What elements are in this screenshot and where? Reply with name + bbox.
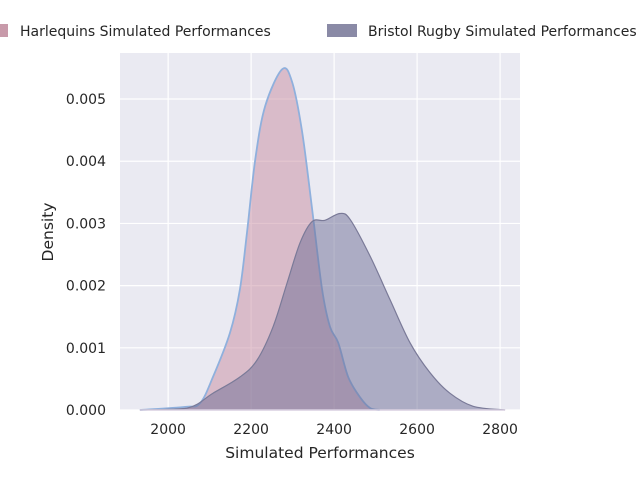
legend-label-harlequins: Harlequins Simulated Performances [20,24,271,40]
y-tick-label: 0.003 [66,216,106,232]
legend-swatch-bristol [327,24,357,37]
x-tick-label: 2200 [233,422,269,438]
x-tick-label: 2000 [150,422,186,438]
y-tick-label: 0.001 [66,341,106,357]
y-tick-label: 0.005 [66,92,106,108]
x-tick-label: 2400 [316,422,352,438]
x-tick-label: 2800 [482,422,518,438]
density-line-bristol [139,212,506,411]
legend: Harlequins Simulated Performances Bristo… [0,24,637,40]
x-tick-label: 2600 [399,422,435,438]
x-axis-label: Simulated Performances [225,444,415,462]
density-area-bristol [139,213,506,410]
y-axis-label: Density [39,203,57,262]
legend-label-bristol: Bristol Rugby Simulated Performances [368,24,637,40]
y-tick-label: 0.000 [66,403,106,419]
legend-swatch-harlequins [0,24,8,37]
y-tick-label: 0.002 [66,279,106,295]
y-tick-label: 0.004 [66,154,106,170]
